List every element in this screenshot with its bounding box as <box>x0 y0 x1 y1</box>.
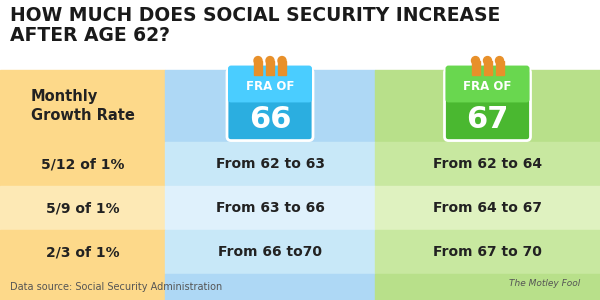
Circle shape <box>472 57 479 64</box>
FancyBboxPatch shape <box>445 69 530 141</box>
Bar <box>472 61 479 75</box>
Text: FRA OF: FRA OF <box>246 80 294 92</box>
Bar <box>375 230 600 274</box>
Bar <box>165 230 375 274</box>
Circle shape <box>278 57 286 64</box>
Text: 2/3 of 1%: 2/3 of 1% <box>46 245 119 259</box>
Bar <box>165 186 375 230</box>
Text: Monthly
Growth Rate: Monthly Growth Rate <box>31 88 134 123</box>
Circle shape <box>484 57 491 64</box>
Bar <box>375 142 600 186</box>
Bar <box>484 61 491 75</box>
Bar <box>375 70 600 142</box>
Text: The Motley Fool: The Motley Fool <box>509 278 580 287</box>
Bar <box>0 230 165 274</box>
FancyBboxPatch shape <box>227 69 313 141</box>
Text: From 66 to70: From 66 to70 <box>218 245 322 259</box>
Text: From 62 to 63: From 62 to 63 <box>215 157 325 171</box>
Circle shape <box>266 57 274 64</box>
Text: FRA OF: FRA OF <box>463 80 512 92</box>
FancyBboxPatch shape <box>445 66 530 102</box>
FancyBboxPatch shape <box>228 66 312 102</box>
Bar <box>0 142 165 186</box>
Bar <box>165 142 375 186</box>
Text: From 67 to 70: From 67 to 70 <box>433 245 542 259</box>
Bar <box>375 274 600 300</box>
Text: HOW MUCH DOES SOCIAL SECURITY INCREASE: HOW MUCH DOES SOCIAL SECURITY INCREASE <box>10 6 500 25</box>
Bar <box>0 186 165 230</box>
Text: 66: 66 <box>249 105 291 134</box>
Bar <box>496 61 503 75</box>
Text: From 63 to 66: From 63 to 66 <box>215 201 325 215</box>
Text: 5/9 of 1%: 5/9 of 1% <box>46 201 119 215</box>
Circle shape <box>496 57 503 64</box>
Bar <box>231 89 309 99</box>
Text: AFTER AGE 62?: AFTER AGE 62? <box>10 26 170 45</box>
Bar <box>165 274 375 300</box>
Bar <box>375 186 600 230</box>
Text: From 64 to 67: From 64 to 67 <box>433 201 542 215</box>
Text: Data source: Social Security Administration: Data source: Social Security Administrat… <box>10 282 222 292</box>
Bar <box>266 61 274 75</box>
Circle shape <box>254 57 262 64</box>
Bar <box>0 274 165 300</box>
Text: 67: 67 <box>466 105 509 134</box>
Text: From 62 to 64: From 62 to 64 <box>433 157 542 171</box>
Bar <box>0 2 600 70</box>
Bar <box>0 70 165 142</box>
Bar <box>254 61 262 75</box>
Bar <box>449 89 527 99</box>
Bar <box>278 61 286 75</box>
Bar <box>165 70 375 142</box>
Text: 5/12 of 1%: 5/12 of 1% <box>41 157 124 171</box>
